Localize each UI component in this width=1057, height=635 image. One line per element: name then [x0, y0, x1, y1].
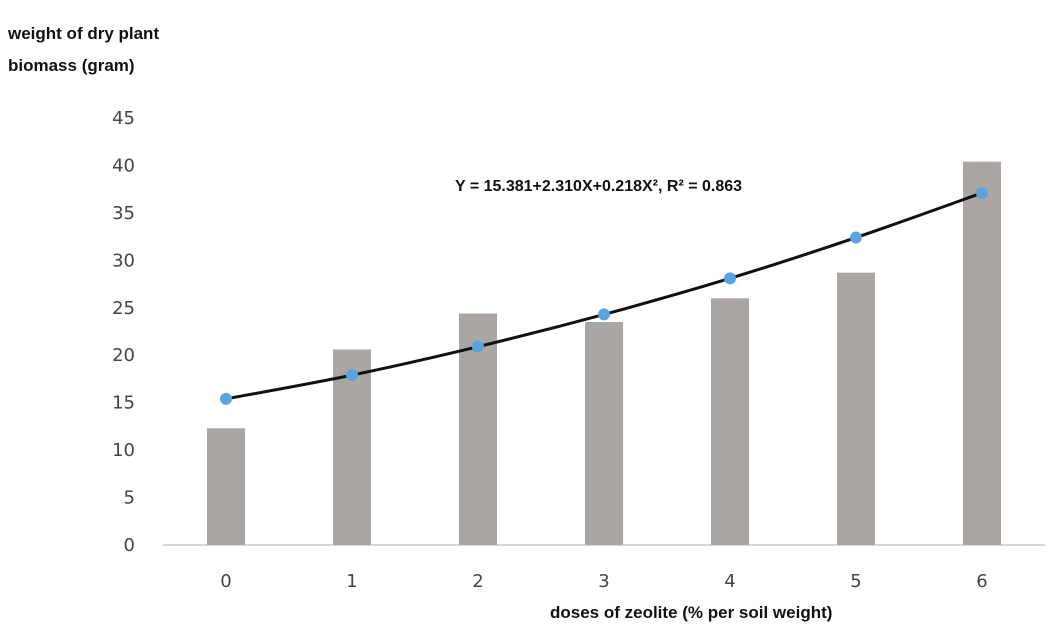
bar-5 [837, 272, 875, 545]
y-tick-label: 20 [112, 345, 135, 366]
y-axis-ticks: 0 5 10 15 20 25 30 35 40 45 [112, 108, 135, 556]
bars [207, 161, 1001, 545]
bar-4 [711, 298, 749, 545]
y-tick-label: 30 [112, 250, 135, 271]
y-tick-label: 0 [124, 535, 135, 556]
bar-1 [333, 349, 371, 545]
y-tick-label: 40 [112, 155, 135, 176]
regression-equation: Y = 15.381+2.310X+0.218X², R² = 0.863 [455, 178, 743, 195]
y-tick-label: 5 [124, 488, 135, 509]
bar-6 [963, 161, 1001, 545]
y-tick-label: 15 [112, 393, 135, 414]
x-tick-label: 3 [598, 571, 609, 592]
y-axis-label: weight of dry plant biomass (gram) [8, 24, 160, 75]
trend-point-3 [598, 308, 610, 321]
trend-point-5 [850, 231, 862, 244]
y-tick-label: 35 [112, 203, 135, 224]
y-tick-label: 25 [112, 298, 135, 319]
y-tick-label: 45 [112, 108, 135, 129]
trend-point-0 [220, 392, 232, 405]
x-tick-label: 0 [220, 571, 231, 592]
y-tick-label: 10 [112, 440, 135, 461]
bar-3 [585, 322, 623, 545]
x-axis-label: doses of zeolite (% per soil weight) [550, 603, 833, 622]
trend-point-6 [976, 186, 988, 199]
x-tick-label: 6 [976, 571, 987, 592]
trend-point-4 [724, 272, 736, 285]
x-tick-label: 4 [724, 571, 735, 592]
x-tick-label: 1 [346, 571, 357, 592]
x-tick-label: 5 [850, 571, 861, 592]
bar-0 [207, 428, 245, 545]
trend-point-1 [346, 369, 358, 382]
trend-point-2 [472, 340, 484, 353]
trend-points [220, 186, 988, 405]
x-axis-ticks: 0 1 2 3 4 5 6 [220, 571, 987, 592]
x-tick-label: 2 [472, 571, 483, 592]
